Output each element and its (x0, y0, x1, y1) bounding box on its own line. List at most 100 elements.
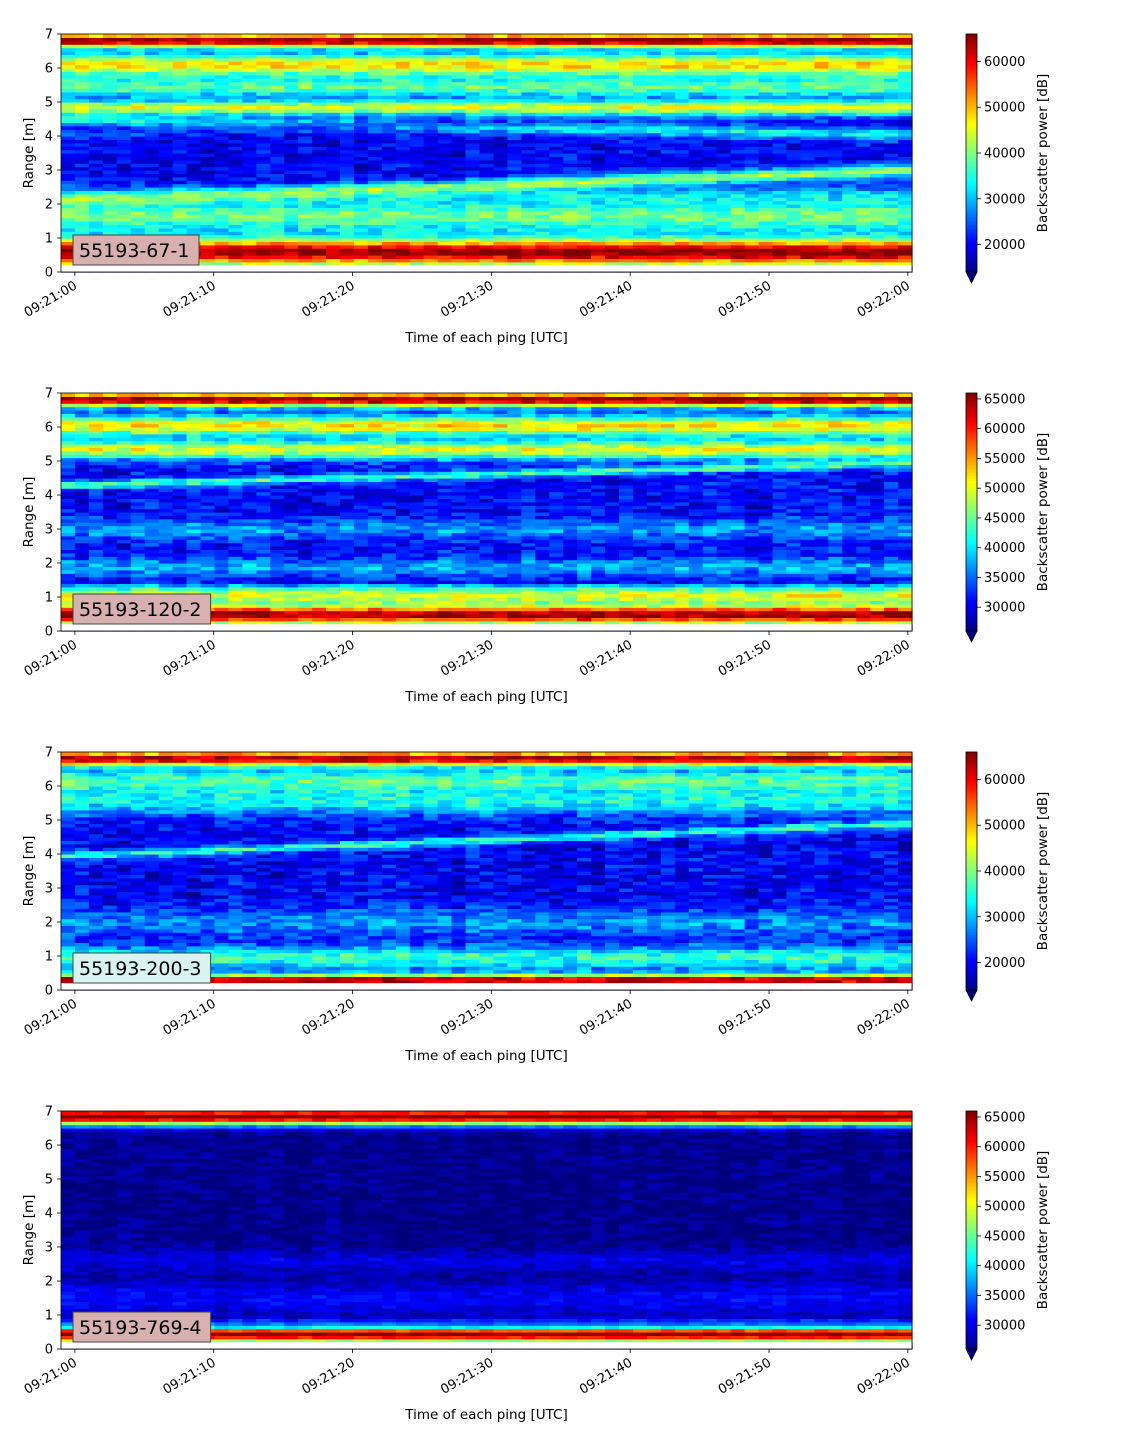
heatmap-cell (367, 153, 383, 157)
heatmap-cell (828, 78, 843, 83)
heatmap-cell (688, 95, 704, 100)
heatmap-cell (158, 119, 174, 123)
heatmap-cell (591, 122, 606, 127)
heatmap-cell (479, 122, 495, 127)
heatmap-cell (702, 54, 718, 59)
heatmap-cell (716, 255, 732, 259)
heatmap-cell (577, 176, 592, 181)
heatmap-cell (116, 193, 132, 198)
heatmap-cell (591, 40, 606, 45)
heatmap-cell (228, 81, 243, 86)
colorbar-segment (966, 129, 977, 132)
heatmap-cell (423, 238, 439, 242)
heatmap-cell (423, 159, 439, 164)
heatmap-cell (702, 187, 718, 191)
heatmap-cell (674, 88, 690, 93)
heatmap-cell (270, 78, 285, 83)
heatmap-cell (619, 88, 634, 93)
heatmap-cell (828, 224, 843, 229)
heatmap-cell (74, 170, 90, 174)
heatmap-cell (884, 207, 899, 212)
heatmap-cell (591, 193, 606, 198)
heatmap-cell (395, 190, 411, 195)
heatmap-cell (870, 40, 885, 45)
colorbar-segment (966, 250, 977, 253)
heatmap-cell (646, 81, 662, 86)
heatmap-cell (395, 173, 411, 178)
heatmap-cell (786, 91, 801, 96)
heatmap-cell (228, 261, 243, 266)
heatmap-cell (256, 102, 271, 106)
heatmap-cell (409, 255, 425, 259)
heatmap-cell (61, 610, 76, 615)
heatmap-cell (298, 255, 313, 259)
heatmap-cell (619, 163, 634, 168)
heatmap-cell (144, 399, 160, 404)
heatmap-cell (200, 40, 216, 45)
heatmap-cell (88, 454, 104, 459)
heatmap-cell (702, 173, 718, 178)
heatmap-cell (102, 180, 118, 185)
heatmap-cell (102, 569, 118, 574)
heatmap-cell (186, 40, 202, 45)
heatmap-cell (465, 166, 481, 171)
heatmap-cell (116, 146, 132, 151)
heatmap-cell (507, 108, 522, 113)
heatmap-cell (144, 170, 160, 174)
heatmap-cell (144, 393, 160, 397)
heatmap-cell (521, 217, 536, 222)
heatmap-cell (451, 193, 467, 198)
heatmap-cell (688, 85, 704, 89)
heatmap-cell (367, 166, 383, 171)
heatmap-cell (353, 170, 369, 174)
heatmap-cell (898, 112, 913, 117)
heatmap-cell (367, 173, 383, 178)
heatmap-cell (353, 210, 369, 215)
heatmap-cell (884, 78, 899, 83)
heatmap-cell (465, 231, 481, 236)
heatmap-cell (340, 159, 355, 164)
heatmap-cell (451, 244, 467, 249)
heatmap-cell (688, 244, 704, 249)
heatmap-cell (340, 153, 355, 157)
heatmap-cell (340, 238, 355, 242)
heatmap-cell (116, 54, 132, 59)
heatmap-cell (116, 430, 132, 435)
heatmap-cell (856, 258, 871, 263)
heatmap-cell (340, 156, 355, 161)
heatmap-cell (451, 108, 467, 113)
heatmap-cell (144, 44, 160, 49)
heatmap-cell (688, 227, 704, 232)
heatmap-cell (730, 221, 746, 225)
heatmap-cell (884, 102, 899, 106)
heatmap-cell (535, 146, 550, 151)
heatmap-cell (549, 54, 564, 59)
heatmap-cell (842, 34, 857, 38)
heatmap-cell (535, 71, 550, 76)
heatmap-cell (465, 261, 481, 266)
heatmap-cell (898, 217, 913, 222)
heatmap-cell (577, 241, 592, 246)
heatmap-cell (535, 132, 550, 137)
heatmap-cell (102, 173, 118, 178)
heatmap-cell (130, 190, 146, 195)
heatmap-cell (130, 569, 146, 574)
heatmap-cell (172, 119, 188, 123)
heatmap-cell (409, 166, 425, 171)
heatmap-cell (772, 210, 788, 215)
heatmap-cell (549, 193, 564, 198)
heatmap-cell (88, 44, 104, 49)
heatmap-cell (828, 210, 843, 215)
heatmap-cell (367, 102, 383, 106)
heatmap-cell (367, 125, 383, 130)
heatmap-cell (856, 136, 871, 140)
heatmap-cell (312, 244, 327, 249)
heatmap-cell (646, 166, 662, 171)
heatmap-cell (144, 204, 160, 208)
heatmap-cell (88, 51, 104, 55)
heatmap-cell (228, 57, 243, 62)
heatmap-cell (451, 44, 467, 49)
heatmap-cell (437, 176, 453, 181)
heatmap-cell (312, 78, 327, 83)
heatmap-cell (340, 166, 355, 171)
